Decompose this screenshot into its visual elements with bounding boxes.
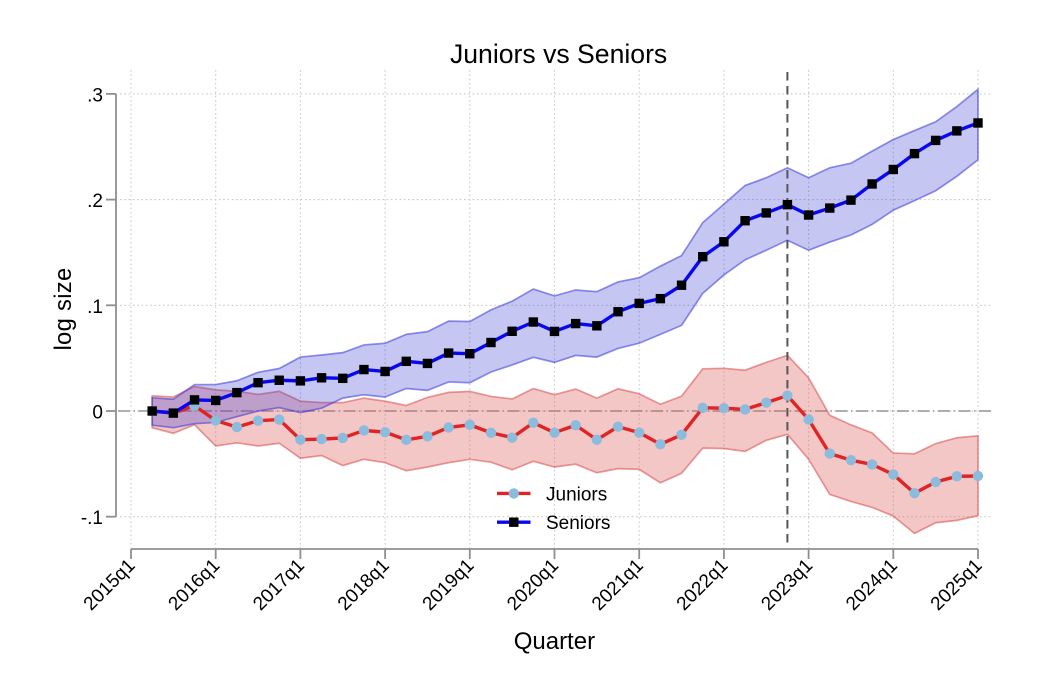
svg-text:Quarter: Quarter <box>514 628 595 655</box>
svg-text:.1: .1 <box>87 297 103 318</box>
svg-text:Juniors vs Seniors: Juniors vs Seniors <box>450 39 667 69</box>
svg-text:Seniors: Seniors <box>546 513 610 534</box>
svg-text:log size: log size <box>50 267 77 350</box>
svg-text:.3: .3 <box>87 85 103 106</box>
svg-text:.2: .2 <box>87 191 103 212</box>
svg-text:Juniors: Juniors <box>546 484 607 505</box>
svg-text:0: 0 <box>92 403 103 424</box>
svg-text:-.1: -.1 <box>81 508 103 529</box>
